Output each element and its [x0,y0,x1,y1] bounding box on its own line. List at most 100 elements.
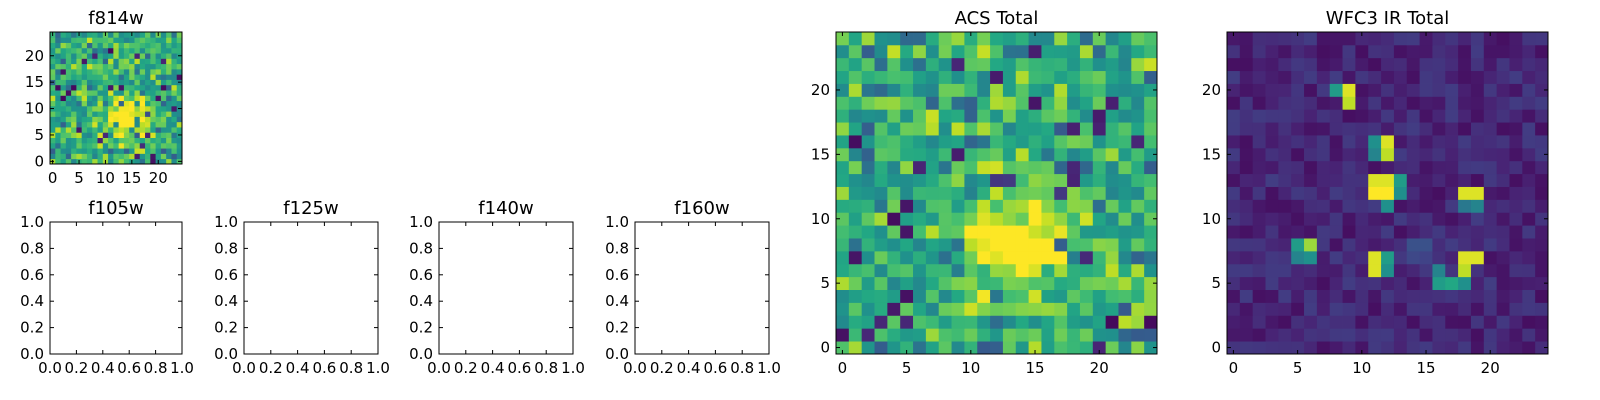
heatmap-cell [1118,250,1132,265]
heatmap-cell [1002,302,1017,316]
heatmap-cell [1406,32,1420,46]
heatmap-cell [81,111,88,117]
heatmap-cell [900,173,914,187]
heatmap-cell [887,44,901,59]
heatmap-cell [990,186,1004,200]
heatmap-cell [71,53,77,59]
heatmap-cell [1304,302,1318,316]
heatmap-cell [176,116,183,123]
heatmap-cell [97,53,104,59]
heatmap-cell [71,74,77,80]
heatmap-cell [1381,70,1395,84]
heatmap-cell [176,100,183,107]
heatmap-cell [1028,32,1042,46]
heatmap-cell [1496,135,1510,149]
heatmap-cell [1445,109,1459,123]
heatmap-cell [1131,109,1145,123]
heatmap-cell [938,83,952,97]
heatmap-cell [97,121,104,128]
heatmap-cell [951,57,965,72]
heatmap-cell [913,147,927,162]
subplot-title: ACS Total [955,8,1039,29]
heatmap-cell [1118,263,1132,278]
heatmap-cell [1522,238,1536,252]
heatmap-cell [990,83,1004,97]
heatmap-cell [145,68,151,75]
heatmap-cell [1131,315,1145,329]
heatmap-cell [171,53,178,59]
heatmap-cell [913,96,927,110]
heatmap-cell [1239,341,1254,355]
heatmap-cell [977,135,991,149]
heatmap-cell [1304,212,1318,226]
heatmap-cell [1470,263,1485,278]
heatmap-cell [123,153,130,160]
heatmap-cell [139,148,146,154]
heatmap-cell [1496,70,1510,84]
heatmap-cell [1227,135,1241,149]
heatmap-cell [1252,173,1266,187]
heatmap-cell [1419,289,1433,303]
heatmap-cell [1406,109,1420,123]
heatmap-cell [1419,186,1433,200]
heatmap-cell [1432,32,1446,46]
heatmap-cell [60,37,67,43]
heatmap-cell [1458,109,1472,123]
heatmap-cell [50,84,56,91]
heatmap-cell [925,96,940,110]
heatmap-cell [118,32,125,38]
heatmap-cell [155,121,162,128]
heatmap-cell [1131,276,1145,290]
heatmap-cell [900,315,914,329]
heatmap-cell [1355,96,1369,110]
heatmap-cell [951,238,965,252]
heatmap-cell [1368,263,1382,278]
heatmap-cell [55,158,61,165]
heatmap-cell [145,74,151,80]
heatmap-cell [60,121,67,128]
heatmap-cell [1381,44,1395,59]
heatmap-cell [171,95,178,102]
heatmap-cell [60,47,67,54]
heatmap-cell [150,47,156,54]
heatmap-cell [1291,315,1305,329]
y-tick-label: 15 [811,145,830,163]
heatmap-cell [1381,276,1395,290]
heatmap-cell [1131,83,1145,97]
heatmap-cell [1131,173,1145,187]
heatmap-cell [1496,250,1510,265]
heatmap-cell [1329,212,1343,226]
y-tick-label: 10 [1202,210,1221,228]
heatmap-cell [1252,83,1266,97]
heatmap-cell [836,147,850,162]
heatmap-cell [1470,341,1485,355]
heatmap-cell [1067,199,1081,213]
heatmap-cell [848,109,863,123]
heatmap-cell [1227,44,1241,59]
heatmap-cell [887,328,901,342]
heatmap-cell [1304,238,1318,252]
heatmap-cell [123,121,130,128]
heatmap-cell [176,58,183,65]
heatmap-cell [171,158,178,165]
heatmap-cell [1509,160,1523,175]
heatmap-cell [134,142,141,149]
heatmap-cell [1355,70,1369,84]
heatmap-cell [123,158,130,165]
heatmap-cell [1522,109,1536,123]
heatmap-cell [1406,44,1420,59]
heatmap-cell [60,84,67,91]
heatmap-cell [139,32,146,38]
heatmap-cell [86,111,93,117]
heatmap-cell [990,70,1004,84]
heatmap-cell [1067,160,1081,175]
heatmap-cell [1015,160,1029,175]
heatmap-cell [1458,173,1472,187]
heatmap-cell [150,100,156,107]
heatmap-cell [108,47,114,54]
heatmap-cell [160,105,167,112]
heatmap-cell [1304,276,1318,290]
heatmap-cell [1291,135,1305,149]
heatmap-cell [150,137,156,144]
heatmap-cell [108,100,114,107]
